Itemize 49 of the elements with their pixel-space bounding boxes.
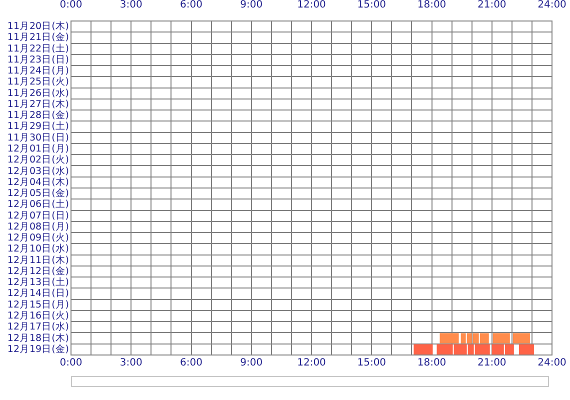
y-tick-label: 12月14日(日) bbox=[7, 288, 69, 300]
x-tick-label: 0:00 bbox=[60, 358, 82, 369]
y-tick-label: 11月27日(木) bbox=[7, 98, 69, 110]
y-tick-label: 11月23日(日) bbox=[7, 54, 69, 66]
y-tick-label: 12月15日(月) bbox=[7, 299, 69, 310]
y-tick-label: 11月29日(土) bbox=[7, 120, 69, 132]
y-tick-label: 11月28日(金) bbox=[7, 109, 69, 122]
y-tick-label: 12月11日(木) bbox=[7, 254, 69, 266]
x2-tick-label: 6:00 bbox=[180, 0, 202, 11]
y-tick-label: 12月12日(金) bbox=[7, 264, 69, 277]
y-tick-label: 11月20日(木) bbox=[7, 20, 69, 32]
y-tick-label: 12月04日(木) bbox=[7, 176, 69, 188]
x-tick-label: 24:00 bbox=[538, 358, 566, 369]
y-tick-label: 12月05日(金) bbox=[7, 187, 69, 200]
y-tick-label: 11月26日(水) bbox=[7, 86, 69, 99]
x2-tick-label: 12:00 bbox=[297, 0, 326, 11]
x-tick-label: 15:00 bbox=[357, 358, 386, 369]
y-tick-label: 12月06日(土) bbox=[7, 198, 69, 210]
y-tick-label: 11月21日(金) bbox=[7, 31, 69, 44]
y-tick-label: 12月10日(水) bbox=[7, 242, 69, 255]
y-tick-label: 12月17日(水) bbox=[7, 320, 69, 333]
x-tick-label: 9:00 bbox=[240, 358, 263, 369]
x2-tick-label: 15:00 bbox=[357, 0, 386, 11]
y-tick-label: 12月09日(火) bbox=[7, 232, 69, 244]
y-tick-label: 11月22日(土) bbox=[7, 42, 69, 54]
x-tick-label: 18:00 bbox=[417, 358, 446, 369]
y-tick-label: 11月25日(火) bbox=[7, 76, 69, 88]
y-tick-label: 12月03日(水) bbox=[7, 164, 69, 177]
x2-tick-label: 24:00 bbox=[538, 0, 566, 11]
x2-tick-label: 21:00 bbox=[477, 0, 506, 11]
y-tick-label: 12月07日(日) bbox=[7, 210, 69, 222]
y-tick-label: 11月30日(日) bbox=[7, 132, 69, 144]
x2-tick-label: 9:00 bbox=[240, 0, 263, 11]
bar bbox=[518, 344, 534, 355]
y-tick-label: 12月13日(土) bbox=[7, 276, 69, 288]
y-tick-label: 12月16日(火) bbox=[7, 310, 69, 322]
x2-tick-label: 0:00 bbox=[60, 0, 82, 11]
x-tick-label: 21:00 bbox=[477, 358, 506, 369]
x-tick-label: 3:00 bbox=[120, 358, 142, 369]
y-tick-label: 12月01日(月) bbox=[7, 144, 69, 154]
x2-tick-label: 3:00 bbox=[120, 0, 142, 11]
y-tick-label: 11月24日(月) bbox=[7, 66, 69, 77]
x2-tick-label: 18:00 bbox=[417, 0, 446, 11]
y-tick-label: 12月19日(金) bbox=[7, 342, 69, 355]
y-tick-label: 12月18日(木) bbox=[7, 332, 69, 344]
x-tick-label: 6:00 bbox=[180, 358, 202, 369]
x-tick-label: 12:00 bbox=[297, 358, 326, 369]
y-tick-label: 12月02日(火) bbox=[7, 154, 69, 166]
y-tick-label: 12月08日(月) bbox=[7, 221, 69, 232]
